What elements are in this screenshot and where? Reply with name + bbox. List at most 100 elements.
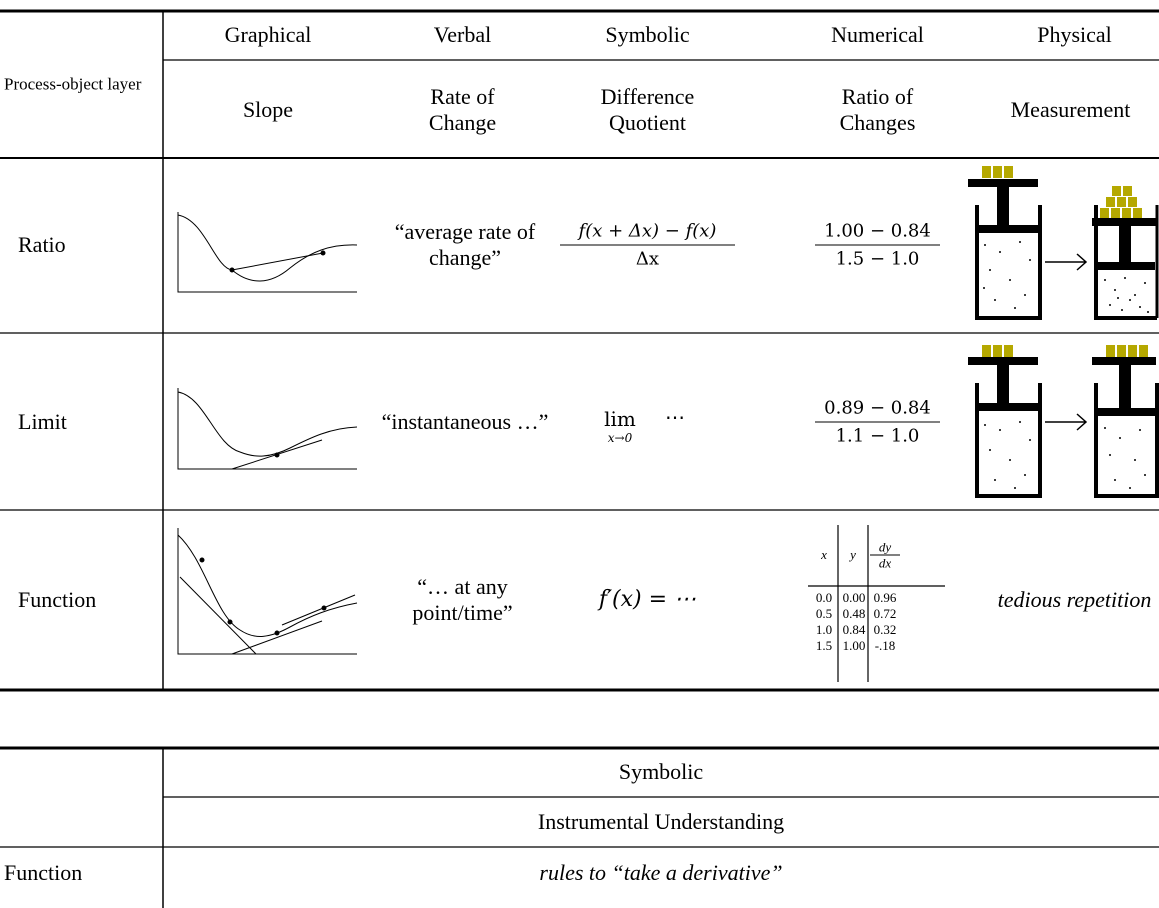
drawing <box>1121 309 1123 311</box>
document: {"table1": { "corner": "Process-object l… <box>0 0 1159 908</box>
drawing <box>1009 279 1011 281</box>
denominator: Δx <box>560 246 735 270</box>
drawing <box>984 244 986 246</box>
point <box>275 453 279 457</box>
representation: Verbal <box>380 22 545 48</box>
axes <box>178 388 357 469</box>
drawing <box>968 179 1038 187</box>
drawing <box>989 449 991 451</box>
drawing <box>982 345 1013 357</box>
mini-header: dydx <box>870 540 900 571</box>
drawing <box>1014 307 1016 309</box>
corner-label: Process-object layer <box>4 74 154 95</box>
curve <box>178 392 357 456</box>
numerator: 0.89 − 0.84 <box>815 398 940 423</box>
drawing <box>1134 294 1136 296</box>
numerator: f(x + Δx) − f(x) <box>560 221 735 246</box>
mini-cell: 1.00 <box>840 638 868 654</box>
fraction: f(x + Δx) − f(x)Δx <box>560 221 735 270</box>
denominator: 1.5 − 1.0 <box>815 246 940 270</box>
drawing <box>999 251 1001 253</box>
drawing <box>968 357 1038 365</box>
mini-cell: 1.5 <box>810 638 838 654</box>
concept: Ratio of Changes <box>820 84 935 136</box>
drawing <box>1122 208 1131 218</box>
drawing <box>1119 437 1121 439</box>
drawing <box>1123 186 1132 196</box>
drawing <box>1009 459 1011 461</box>
layer-label: Ratio <box>18 232 148 258</box>
denominator: 1.1 − 1.0 <box>815 423 940 447</box>
drawing <box>1117 345 1126 357</box>
graphs <box>178 212 357 654</box>
drawing <box>999 429 1001 431</box>
drawing <box>1129 299 1131 301</box>
drawing <box>1029 439 1031 441</box>
operator: lim <box>595 406 645 432</box>
drawing <box>1147 311 1149 313</box>
subheader: Instrumental Understanding <box>163 809 1159 835</box>
drawing <box>1124 277 1126 279</box>
drawing <box>1092 357 1156 365</box>
cell: rules to “take a derivative” <box>163 860 1159 886</box>
axes <box>178 528 357 654</box>
mini-header: y <box>838 547 868 563</box>
point <box>322 606 326 610</box>
point <box>228 620 232 624</box>
page: html, body { margin: 0; padding: 0; } bo… <box>0 0 1159 908</box>
drawing <box>1045 254 1086 270</box>
drawing <box>1111 208 1120 218</box>
drawing <box>1144 282 1146 284</box>
drawing <box>1134 459 1136 461</box>
point <box>230 268 234 272</box>
subscript: x→0 <box>595 432 645 444</box>
drawing <box>1114 479 1116 481</box>
drawing <box>1004 345 1013 357</box>
drawing <box>1100 208 1109 218</box>
drawing <box>1133 208 1142 218</box>
header: Symbolic <box>163 759 1159 785</box>
mini-cell: 0.00 <box>840 590 868 606</box>
mini-cell: 0.72 <box>870 606 900 622</box>
tangent <box>232 621 322 654</box>
secant <box>232 253 323 270</box>
drawing <box>994 479 996 481</box>
layer-label: Function <box>18 587 158 613</box>
drawing <box>1024 474 1026 476</box>
mini-cell: 0.0 <box>810 590 838 606</box>
mini-cell: 0.48 <box>840 606 868 622</box>
drawing <box>1139 306 1141 308</box>
verbal: “average rate of change” <box>385 219 545 271</box>
physical: tedious repetition <box>990 587 1159 613</box>
mini-cell: 1.0 <box>810 622 838 638</box>
representation: Graphical <box>168 22 368 48</box>
drawing <box>1106 345 1148 357</box>
drawing <box>994 299 996 301</box>
drawing <box>993 166 1002 178</box>
verbal: “… at any point/time” <box>395 574 530 626</box>
mini-cell: -.18 <box>870 638 900 654</box>
drawing <box>1019 421 1021 423</box>
concept: Slope <box>168 97 368 123</box>
mini-cell: 0.84 <box>840 622 868 638</box>
representation: Numerical <box>790 22 965 48</box>
drawing <box>1104 427 1106 429</box>
concept: Rate of Change <box>405 84 520 136</box>
drawing <box>983 287 985 289</box>
mini-cell: 0.96 <box>870 590 900 606</box>
mini-header: x <box>810 547 838 563</box>
representation: Symbolic <box>560 22 735 48</box>
curve <box>178 535 357 636</box>
drawing <box>1024 294 1026 296</box>
drawing <box>1109 454 1111 456</box>
verbal: “instantaneous …” <box>380 409 550 435</box>
numerator: dy <box>870 540 900 556</box>
concept: Measurement <box>982 97 1159 123</box>
drawing <box>1106 197 1115 207</box>
curve <box>178 215 357 281</box>
drawing <box>1117 297 1119 299</box>
drawing <box>1106 345 1115 357</box>
representation: Physical <box>990 22 1159 48</box>
